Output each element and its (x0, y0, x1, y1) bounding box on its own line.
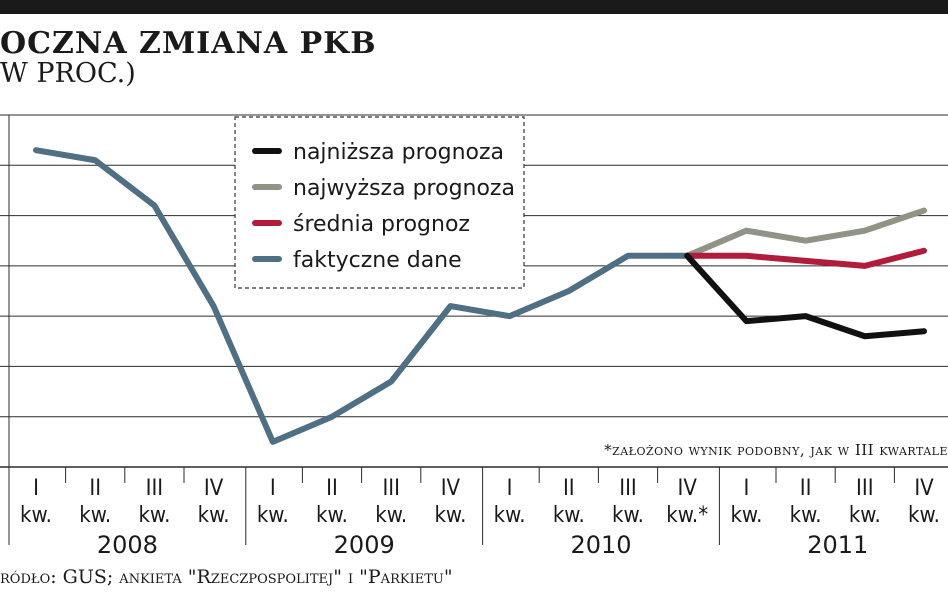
year-label: 2008 (97, 531, 158, 559)
legend-label: faktyczne dane (293, 248, 462, 273)
tick-label-quarter: III (382, 476, 400, 501)
tick-label-unit: kw. (553, 503, 585, 528)
chart-subtitle: W PROC.) (0, 58, 136, 89)
tick-label-quarter: II (326, 476, 338, 501)
tick-label-quarter: III (146, 476, 164, 501)
series-line-najwyższa-prognoza (684, 207, 927, 259)
tick-label-unit: kw. (316, 503, 348, 528)
tick-label-unit: kw. (198, 503, 230, 528)
tick-label-unit: kw. (138, 503, 170, 528)
tick-label-quarter: I (743, 476, 749, 501)
legend-label: najwyższa prognoza (293, 176, 515, 201)
legend-label: średnia prognoz (293, 212, 470, 237)
tick-label-quarter: I (33, 476, 39, 501)
tick-label-quarter: II (800, 476, 812, 501)
x-axis: Ikw.IIkw.IIIkw.IVkw.Ikw.IIkw.IIIkw.IVkw.… (8, 467, 940, 559)
tick-label-unit: kw. (849, 503, 881, 528)
legend: najniższa prognoza najwyższa prognoza śred… (234, 116, 525, 289)
tick-label-unit: kw. (434, 503, 466, 528)
legend-box (234, 116, 525, 289)
series-line-faktyczne-dane (33, 147, 691, 445)
chart-title: OCZNA ZMIANA PKB (0, 26, 377, 61)
source-note: ródło: GUS; ankieta "Rzeczpospolitej" i … (0, 566, 453, 588)
tick-label-unit: kw. (790, 503, 822, 528)
tick-label-unit: kw. (612, 503, 644, 528)
tick-label-quarter: I (507, 476, 513, 501)
tick-label-quarter: IV (678, 476, 698, 501)
tick-label-unit: kw. (730, 503, 762, 528)
series-lines (33, 147, 927, 445)
tick-label-unit: kw. (494, 503, 526, 528)
tick-label-unit: kw. (257, 503, 289, 528)
tick-label-quarter: IV (441, 476, 461, 501)
tick-label-unit: kw. (375, 503, 407, 528)
tick-label-quarter: IV (914, 476, 934, 501)
tick-label-quarter: II (89, 476, 101, 501)
annotation-note: *założono wynik podobny, jak w III kwart… (604, 441, 948, 459)
series-line-średnia-prognoz (684, 247, 927, 269)
year-label: 2009 (334, 531, 395, 559)
top-bar (0, 0, 948, 14)
tick-label-unit: kw. (908, 503, 940, 528)
legend-label: najniższa prognoza (293, 140, 504, 165)
tick-label-quarter: IV (204, 476, 224, 501)
series-line-najniższa-prognoza (684, 252, 927, 340)
tick-label-quarter: III (619, 476, 637, 501)
tick-label-quarter: II (563, 476, 575, 501)
year-label: 2011 (807, 531, 868, 559)
tick-label-quarter: I (270, 476, 276, 501)
tick-label-unit: kw. (79, 503, 111, 528)
tick-label-quarter: III (856, 476, 874, 501)
year-label: 2010 (570, 531, 631, 559)
tick-label-unit: kw. (20, 503, 52, 528)
tick-label-unit: kw.* (666, 503, 708, 528)
